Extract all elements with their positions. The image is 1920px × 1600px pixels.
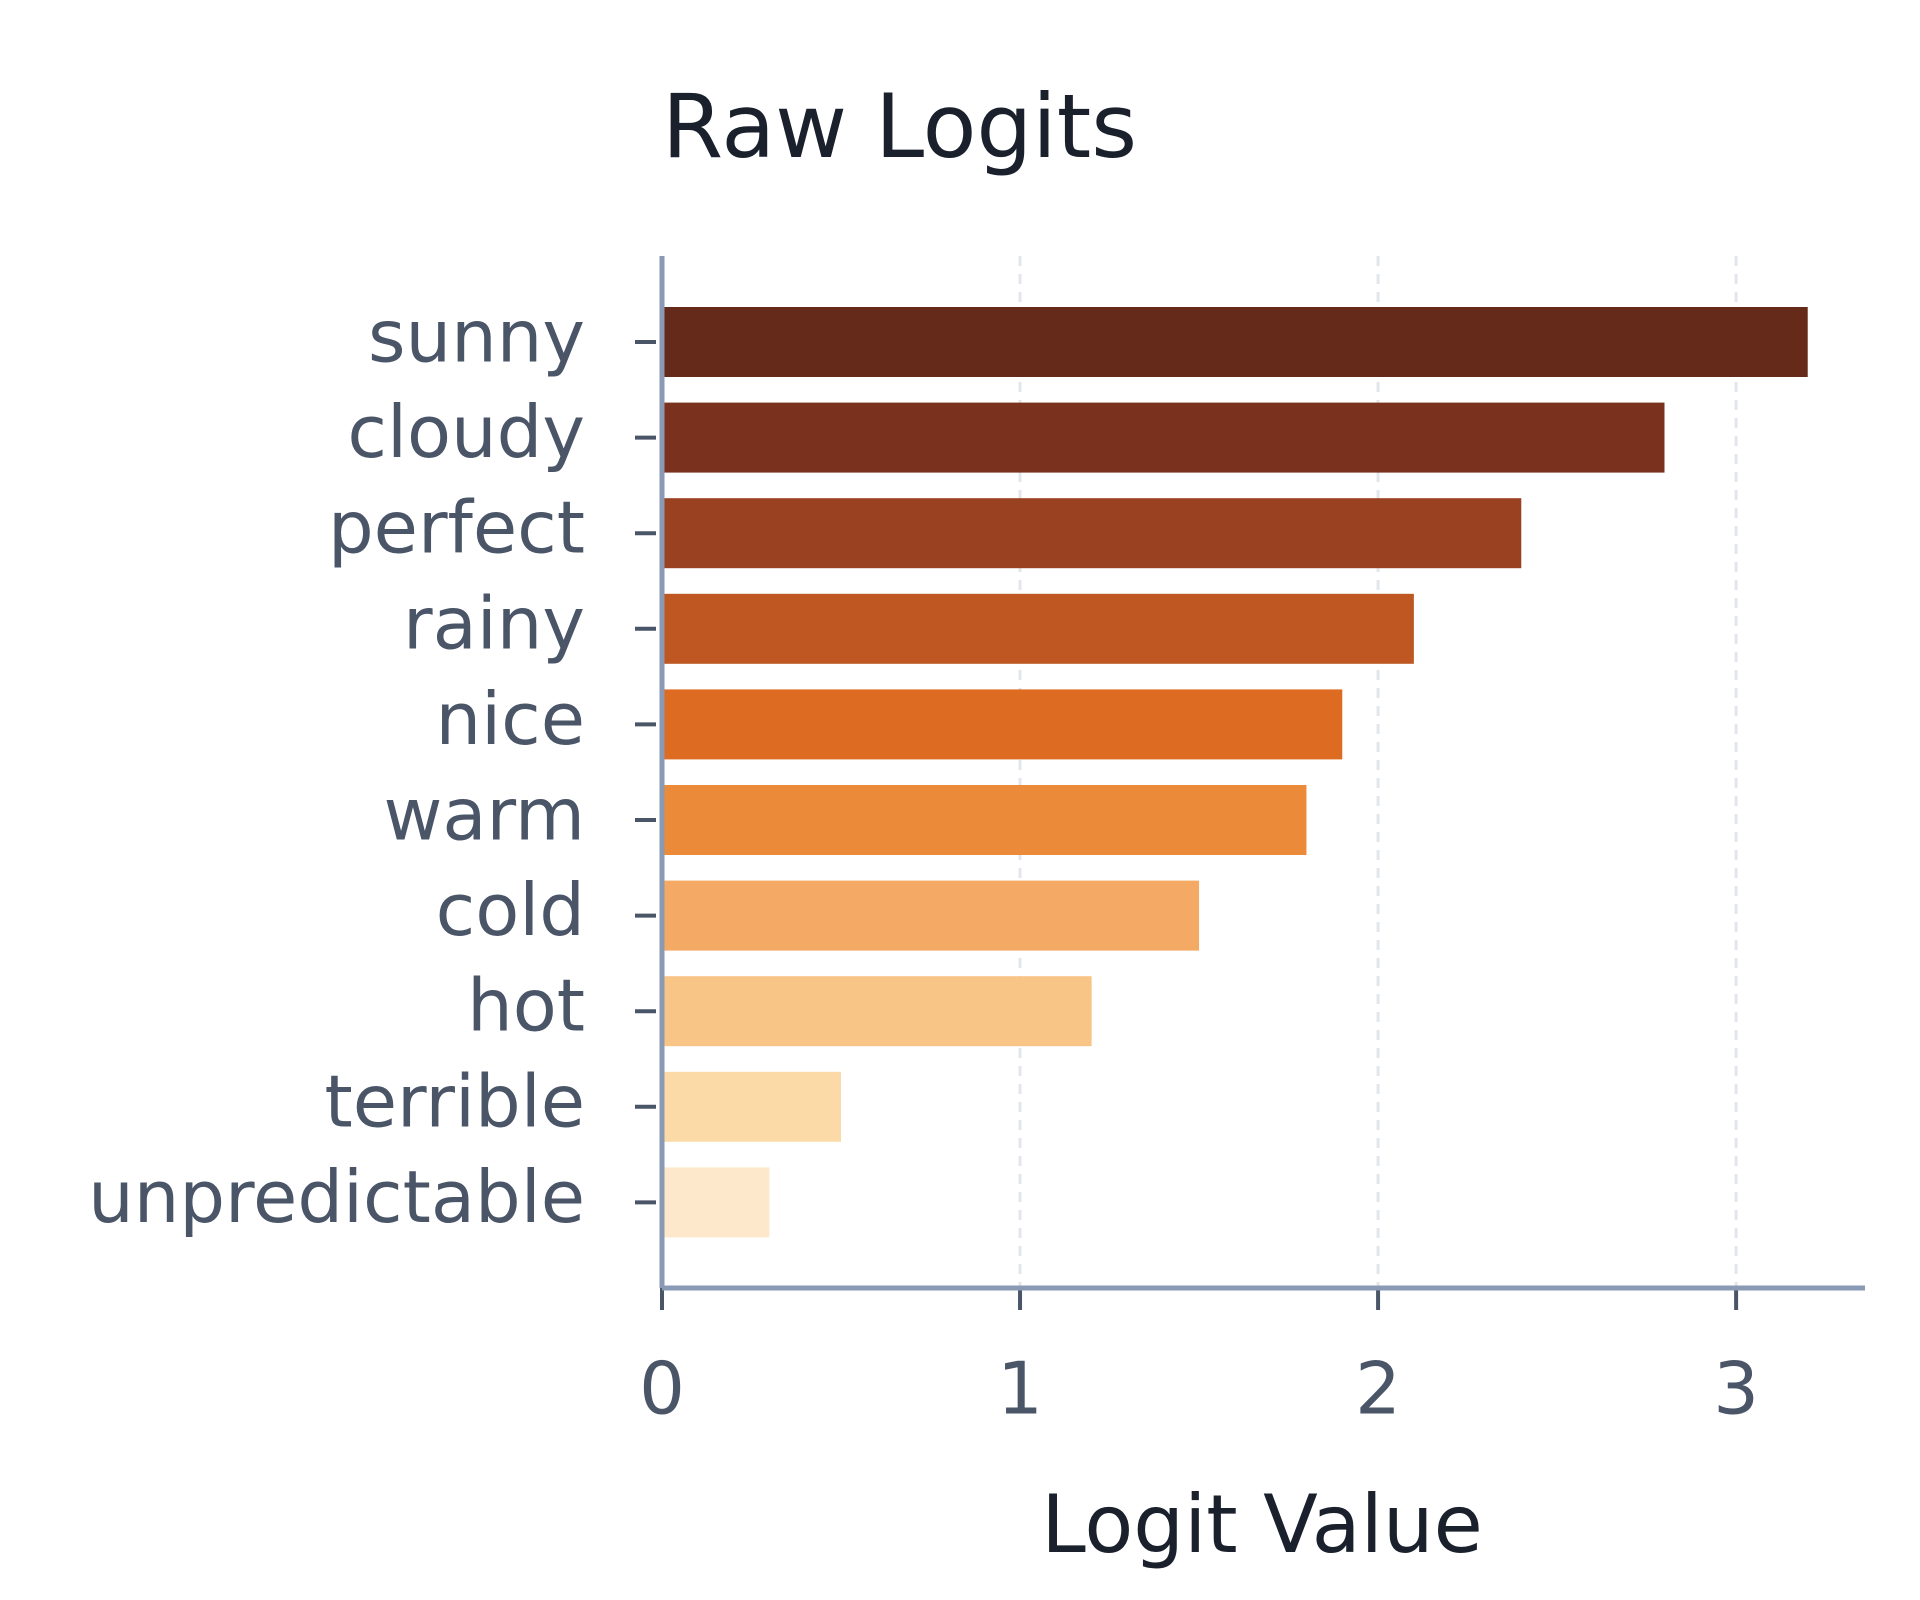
y-tick-label: rainy [403, 581, 585, 665]
bar [662, 498, 1522, 569]
y-tick-label: sunny [368, 295, 585, 379]
x-tick-label: 3 [1713, 1347, 1759, 1431]
bar [662, 785, 1307, 855]
y-tick-label: cold [436, 868, 585, 952]
bar [662, 1167, 770, 1238]
y-tick-label: perfect [328, 486, 585, 570]
bar [662, 689, 1343, 760]
chart-title: Raw Logits [662, 75, 1137, 178]
y-tick-label: terrible [325, 1059, 585, 1143]
y-tick-label: hot [467, 964, 585, 1048]
x-tick-label: 1 [997, 1347, 1043, 1431]
x-axis-title: Logit Value [1041, 1478, 1483, 1571]
y-tick-label: nice [435, 677, 585, 761]
bar [662, 976, 1092, 1047]
y-tick-label: warm [384, 773, 585, 857]
bar [662, 880, 1200, 951]
x-tick-label: 0 [639, 1347, 685, 1431]
bar [662, 1071, 842, 1142]
y-tick-label: unpredictable [88, 1155, 585, 1239]
bar [662, 402, 1665, 473]
y-tick-label: cloudy [347, 390, 585, 474]
bar [662, 593, 1414, 664]
x-tick-label: 2 [1355, 1347, 1401, 1431]
bar [662, 307, 1808, 377]
